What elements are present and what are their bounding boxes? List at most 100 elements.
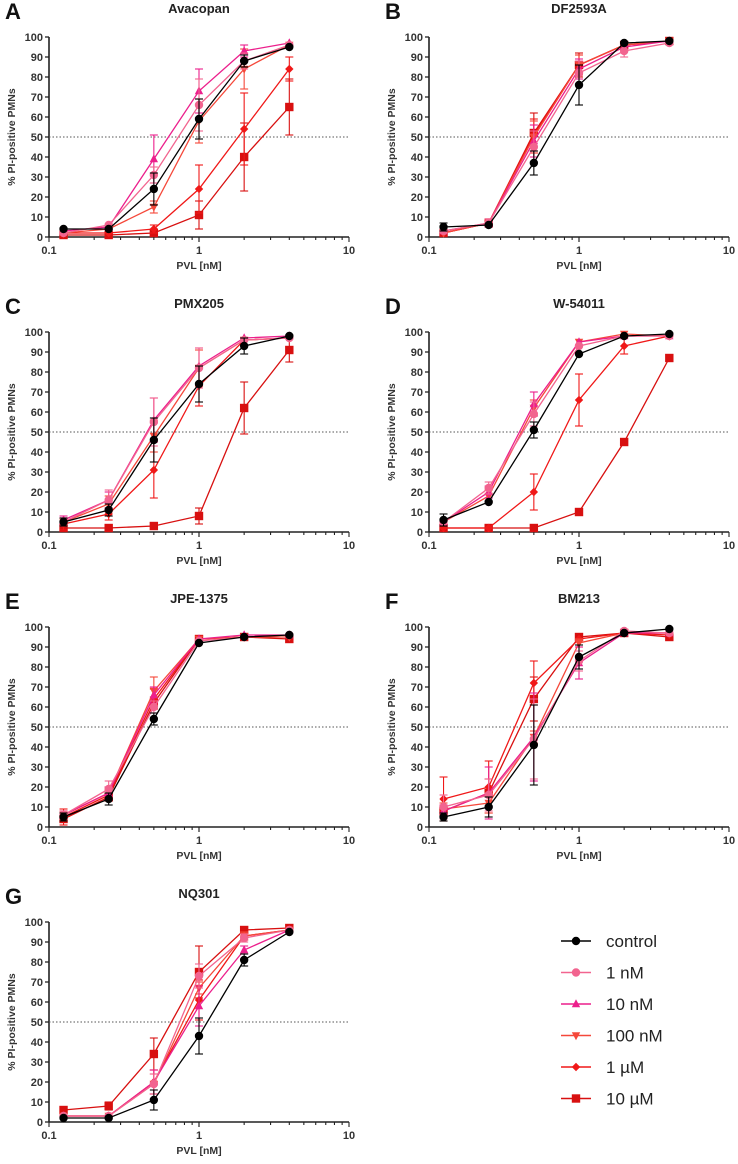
data-point [285, 102, 294, 112]
series-control [59, 331, 294, 527]
series-line [63, 337, 290, 523]
x-tick-label: 0.1 [41, 245, 56, 257]
y-tick-label: 40 [31, 447, 43, 459]
data-point [239, 56, 249, 66]
y-tick-label: 50 [31, 722, 43, 734]
y-tick-label: 10 [31, 1097, 43, 1109]
series-100-nM [59, 334, 294, 527]
series-1-uM [439, 628, 674, 822]
series-1-uM [59, 925, 294, 1121]
series-control [59, 630, 294, 822]
y-tick-label: 40 [31, 742, 43, 754]
data-point [574, 395, 584, 405]
data-point [619, 341, 629, 351]
data-point [194, 1001, 204, 1010]
x-tick-label: 1 [576, 540, 582, 552]
data-point [665, 36, 674, 46]
series-line [443, 333, 670, 521]
data-point [149, 203, 159, 212]
series-line [443, 630, 670, 808]
data-point [665, 329, 674, 339]
y-tick-label: 60 [411, 112, 423, 124]
data-point [149, 154, 159, 163]
series-line [63, 929, 290, 1117]
y-tick-label: 90 [411, 642, 423, 654]
legend-label: 1 nM [606, 964, 644, 983]
data-point [149, 1049, 159, 1059]
series-1-nM [59, 925, 294, 1121]
data-point [104, 224, 113, 234]
series-line [443, 335, 670, 529]
series-line [63, 337, 290, 525]
y-tick-label: 60 [411, 407, 423, 419]
y-tick-label: 100 [25, 32, 43, 44]
y-tick-label: 100 [405, 32, 423, 44]
data-point [149, 1095, 159, 1105]
y-axis-label: % PI-positive PMNs [6, 678, 18, 776]
y-tick-label: 70 [411, 387, 423, 399]
series-line [63, 44, 290, 234]
y-tick-label: 80 [31, 72, 43, 84]
y-tick-label: 80 [31, 662, 43, 674]
x-tick-label: 1 [196, 245, 202, 257]
data-point [439, 515, 448, 525]
series-1-uM [59, 630, 294, 826]
series-line [63, 44, 290, 234]
data-point [285, 927, 294, 937]
series-line [63, 335, 290, 523]
series-1-uM [59, 56, 294, 238]
data-point [484, 802, 493, 812]
data-point [619, 38, 629, 48]
legend-item: 100 nM [561, 1027, 663, 1046]
y-tick-label: 0 [37, 527, 43, 539]
series-10-uM [59, 337, 294, 533]
data-point [619, 46, 629, 56]
data-point [665, 353, 674, 363]
series-line [443, 632, 670, 812]
data-point [149, 690, 159, 699]
data-point [194, 210, 204, 220]
series-100-nM [439, 629, 674, 816]
y-tick-label: 10 [31, 212, 43, 224]
series-10-nM [439, 331, 674, 526]
series-line [63, 42, 290, 232]
y-tick-label: 90 [31, 642, 43, 654]
y-tick-label: 30 [411, 172, 423, 184]
legend-marker [571, 999, 581, 1008]
legend-marker [571, 936, 581, 946]
series-line [63, 634, 290, 816]
data-point [104, 1113, 113, 1123]
data-point [529, 523, 539, 533]
data-point [484, 497, 493, 507]
panel-letter: G [5, 884, 22, 909]
x-tick-label: 0.1 [41, 1130, 56, 1142]
series-line [443, 333, 670, 523]
y-tick-label: 10 [31, 507, 43, 519]
series-line [63, 46, 290, 230]
y-tick-label: 10 [411, 507, 423, 519]
data-point [149, 702, 159, 712]
panel-title: DF2593A [551, 1, 607, 16]
x-tick-label: 0.1 [421, 540, 436, 552]
x-axis-label: PVL [nM] [556, 850, 601, 862]
y-axis-label: % PI-positive PMNs [6, 973, 18, 1071]
legend-marker [571, 1094, 581, 1103]
series-100-nM [439, 37, 674, 238]
y-tick-label: 50 [411, 427, 423, 439]
panel-c: C PMX205 0 10 20 30 40 50 60 70 80 90 100 0.1 1 10 PVL [… [5, 294, 355, 567]
y-tick-label: 0 [37, 1117, 43, 1129]
panel-b: B DF2593A 0 10 20 30 40 50 60 70 80 90 100 0.1 1 10 PVL … [385, 0, 735, 272]
series-10-nM [59, 38, 294, 235]
x-tick-label: 10 [723, 835, 735, 847]
data-point [285, 345, 294, 355]
legend-label: 1 µM [606, 1058, 644, 1077]
y-tick-label: 90 [411, 347, 423, 359]
series-line [63, 106, 290, 236]
y-tick-label: 70 [411, 682, 423, 694]
panel-title: NQ301 [178, 886, 219, 901]
y-tick-label: 80 [31, 367, 43, 379]
data-point [239, 65, 249, 74]
series-line [443, 40, 670, 232]
x-tick-label: 1 [196, 540, 202, 552]
legend-label: 100 nM [606, 1027, 663, 1046]
